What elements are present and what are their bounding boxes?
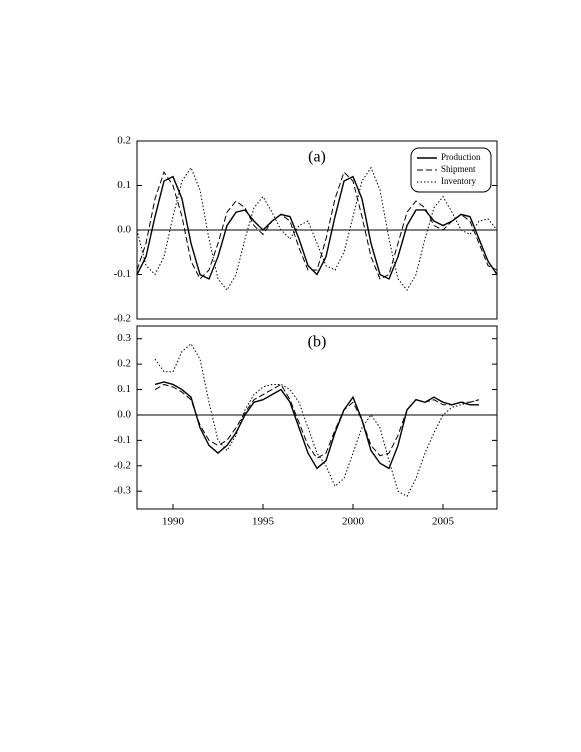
y-tick-label: -0.1 xyxy=(114,268,131,280)
y-tick-label: 0.2 xyxy=(117,358,131,370)
plot-frame xyxy=(136,325,498,510)
y-tick-label: 0.1 xyxy=(117,383,131,395)
x-tick-label: 1995 xyxy=(252,516,275,528)
y-tick-label: 0.2 xyxy=(117,135,131,147)
x-tick-label: 2005 xyxy=(432,516,455,528)
series-line xyxy=(136,171,498,280)
y-tick-label: 0.3 xyxy=(117,332,131,344)
y-tick-label: -0.2 xyxy=(114,313,131,325)
series-line xyxy=(136,166,498,291)
series-line xyxy=(154,383,480,459)
series-line xyxy=(154,381,479,470)
x-tick-label: 1990 xyxy=(162,516,185,528)
y-tick-label: -0.2 xyxy=(114,459,131,471)
legend-box xyxy=(410,147,492,193)
y-tick-label: 0.1 xyxy=(117,179,131,191)
legend-label: Inventory xyxy=(441,176,476,186)
panel-title: (b) xyxy=(308,334,327,351)
legend-label: Production xyxy=(441,152,481,162)
legend-label: Shipment xyxy=(441,164,476,174)
y-tick-label: -0.3 xyxy=(114,485,132,497)
series-line xyxy=(154,343,480,497)
y-tick-label: 0.0 xyxy=(117,224,131,236)
x-tick-label: 2000 xyxy=(342,516,365,528)
series-line xyxy=(136,175,498,280)
panel-title: (a) xyxy=(308,149,326,166)
y-tick-label: -0.1 xyxy=(114,434,131,446)
y-tick-label: 0.0 xyxy=(117,408,131,420)
